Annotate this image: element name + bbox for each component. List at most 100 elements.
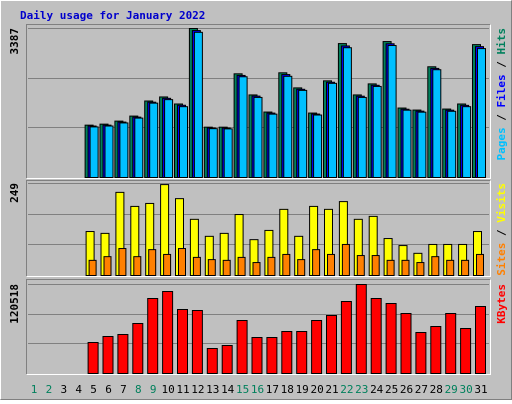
bar bbox=[296, 331, 308, 374]
bar bbox=[162, 291, 174, 374]
bar bbox=[178, 248, 186, 276]
legend-separator: / bbox=[495, 223, 508, 243]
x-tick-label: 17 bbox=[266, 383, 279, 396]
x-tick-label: 4 bbox=[75, 383, 82, 396]
bar bbox=[179, 106, 188, 178]
bar bbox=[371, 255, 380, 276]
bar bbox=[236, 320, 248, 375]
y-tick-label: 249 bbox=[8, 183, 21, 203]
bar bbox=[340, 301, 352, 374]
bar bbox=[356, 255, 365, 276]
bar bbox=[387, 45, 397, 179]
bar bbox=[283, 75, 293, 178]
x-tick-label: 16 bbox=[251, 383, 264, 396]
bar bbox=[355, 284, 367, 374]
legend-entry: Sites bbox=[495, 243, 508, 276]
bar bbox=[88, 259, 97, 277]
bar bbox=[206, 348, 218, 374]
x-tick-label: 28 bbox=[430, 383, 443, 396]
panel-edge-light bbox=[26, 24, 491, 179]
bar bbox=[192, 256, 201, 276]
x-tick-label: 12 bbox=[191, 383, 204, 396]
bar bbox=[117, 334, 129, 374]
bar bbox=[253, 96, 263, 178]
bar bbox=[341, 243, 350, 276]
panel-edge-dark bbox=[26, 279, 491, 375]
bar bbox=[268, 113, 278, 178]
bar bbox=[445, 313, 457, 374]
bar bbox=[475, 306, 486, 375]
bar bbox=[312, 249, 321, 277]
bar bbox=[372, 85, 382, 178]
bar bbox=[432, 69, 442, 178]
x-tick-label: 3 bbox=[60, 383, 67, 396]
x-tick-label: 29 bbox=[445, 383, 458, 396]
bar bbox=[462, 106, 472, 178]
bar bbox=[191, 310, 203, 374]
x-tick-label: 22 bbox=[340, 383, 353, 396]
x-tick-label: 31 bbox=[474, 383, 487, 396]
bar bbox=[118, 248, 127, 276]
legend-entry: Hits bbox=[495, 28, 508, 55]
bar bbox=[132, 322, 144, 375]
x-tick-label: 20 bbox=[310, 383, 323, 396]
bar bbox=[297, 259, 306, 277]
bar bbox=[282, 253, 291, 276]
panel-edge-light bbox=[26, 279, 491, 375]
x-tick-label: 18 bbox=[281, 383, 294, 396]
x-tick-label: 15 bbox=[236, 383, 249, 396]
bar bbox=[164, 99, 174, 178]
x-tick-label: 14 bbox=[221, 383, 235, 396]
y-tick-label: 120518 bbox=[8, 284, 21, 324]
bar bbox=[477, 48, 486, 179]
bar bbox=[223, 128, 233, 178]
bar bbox=[446, 259, 455, 277]
bar bbox=[415, 332, 427, 375]
bar bbox=[102, 336, 114, 375]
legend-label: KBytes bbox=[495, 284, 508, 324]
bar bbox=[328, 82, 337, 178]
bar bbox=[327, 253, 335, 276]
bar bbox=[134, 117, 144, 178]
bar bbox=[417, 111, 427, 178]
bar bbox=[430, 326, 442, 374]
legend-entry: Pages bbox=[495, 127, 508, 160]
x-tick-label: 8 bbox=[135, 383, 142, 396]
x-tick-label: 10 bbox=[161, 383, 174, 396]
legend-separator: / bbox=[495, 108, 508, 128]
panel-edge-dark bbox=[26, 24, 491, 179]
bar bbox=[342, 47, 352, 179]
x-tick-label: 11 bbox=[176, 383, 189, 396]
bar bbox=[401, 259, 410, 277]
bar bbox=[87, 342, 99, 374]
x-tick-label: 21 bbox=[325, 383, 338, 396]
x-tick-label: 25 bbox=[385, 383, 398, 396]
bar bbox=[313, 114, 323, 178]
bar bbox=[104, 125, 114, 178]
bar bbox=[147, 298, 159, 375]
bar bbox=[222, 259, 231, 277]
legend-entry: Visits bbox=[495, 183, 508, 223]
bar bbox=[267, 256, 276, 276]
x-tick-label: 19 bbox=[296, 383, 309, 396]
x-tick-label: 30 bbox=[459, 383, 472, 396]
panel-edge-dark bbox=[26, 180, 491, 277]
bar bbox=[208, 128, 218, 178]
x-tick-label: 2 bbox=[46, 383, 53, 396]
bar bbox=[89, 126, 99, 178]
bar bbox=[476, 253, 484, 276]
legend-separator: / bbox=[495, 55, 508, 75]
bar bbox=[238, 76, 248, 178]
bar bbox=[311, 320, 323, 375]
x-tick-label: 27 bbox=[415, 383, 428, 396]
bar bbox=[370, 298, 382, 375]
bar bbox=[207, 259, 216, 277]
y-tick-label: 3387 bbox=[8, 28, 21, 55]
bar bbox=[416, 262, 425, 276]
bar bbox=[281, 331, 293, 374]
bar bbox=[357, 96, 367, 178]
bar bbox=[237, 256, 246, 276]
